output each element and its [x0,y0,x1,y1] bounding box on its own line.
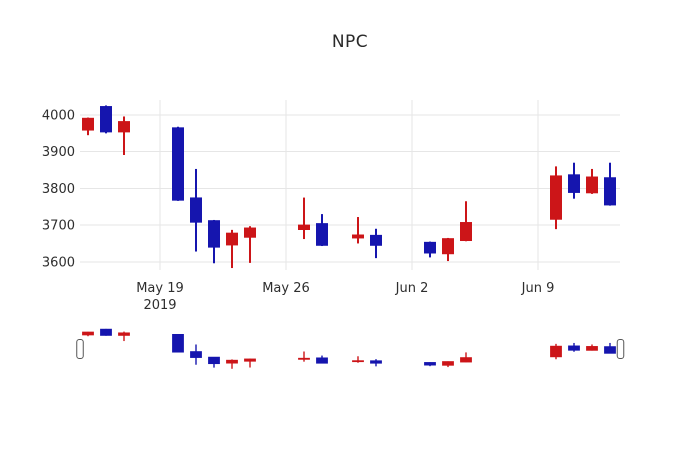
range-slider-candle [424,362,436,367]
range-slider-candle-body [424,362,436,366]
x-tick-label: May 19 [136,281,184,296]
candle[interactable] [460,201,472,242]
range-slider-candle [352,356,364,363]
candle-body [370,234,382,246]
range-slider-candle-body [208,356,220,365]
range-slider-candle-body [82,331,94,336]
candle[interactable] [190,168,202,252]
range-slider-candle-body [568,345,580,351]
range-slider-candle [226,359,238,369]
candle[interactable] [316,214,328,247]
candle-body [208,220,220,248]
candle[interactable] [370,228,382,259]
candle-body [100,106,112,133]
range-slider-candle-body [226,359,238,364]
candle-body [82,117,94,131]
range-slider-candle-body [460,357,472,363]
range-slider-candle [316,355,328,364]
candle-body [118,121,130,133]
candle-body [298,224,310,231]
range-slider-candle [460,352,472,363]
candle-body [424,241,436,254]
range-slider-candle-body [352,360,364,363]
range-slider-candle [586,344,598,351]
x-tick-label: Jun 9 [521,281,555,296]
range-slider-candle-body [586,346,598,351]
range-slider-candle [298,351,310,362]
range-slider-candle-body [118,332,130,336]
candle[interactable] [604,162,616,206]
range-slider-candle [208,356,220,368]
range-slider-candle-body [172,333,184,353]
candle-body [352,234,364,239]
x-tick-sublabel: 2019 [143,298,176,313]
range-slider-right-handle[interactable] [616,339,625,359]
chart-title: NPC [331,32,369,52]
candle[interactable] [442,237,454,262]
y-tick-label: 3800 [42,182,75,197]
candle-body [460,222,472,242]
candle-body [550,175,562,220]
candle-body [190,197,202,223]
candle[interactable] [550,166,562,230]
candle[interactable] [82,117,94,136]
candle[interactable] [244,226,256,263]
candle-body [244,227,256,238]
candle-body [226,232,238,246]
candle[interactable] [226,229,238,269]
axis-labels: 3600 3700 3800 3900 4000 May 19 2019 May 26 Jun … [42,109,554,314]
candle-body [172,127,184,201]
candle[interactable] [208,219,220,264]
candle-body [604,177,616,206]
range-slider-candle-body [604,346,616,354]
candle[interactable] [424,241,436,258]
candle-body [586,176,598,194]
range-slider-candle [568,342,580,352]
range-slider-candle-body [442,361,454,366]
candle[interactable] [298,197,310,240]
range-slider-candle-body [550,345,562,358]
range-slider-candle [244,358,256,368]
candle[interactable] [172,126,184,201]
y-tick-label: 4000 [42,109,75,124]
range-slider-candle-body [298,357,310,360]
x-tick-label: May 26 [262,281,310,296]
range-slider-candle [100,328,112,336]
range-slider-candle-body [190,351,202,358]
range-slider-candle [370,359,382,367]
range-slider-candle [82,331,94,337]
candles-layer [82,105,616,269]
range-slider-candle [190,344,202,365]
candle-body [442,238,454,255]
candle-body [316,223,328,246]
range-slider-track[interactable] [80,329,620,369]
range-slider-candle [604,342,616,354]
range-slider-candle-body [316,357,328,364]
range-slider-candle-body [370,360,382,364]
candle[interactable] [118,116,130,156]
candle[interactable] [586,168,598,194]
range-slider-left-handle[interactable] [76,339,84,359]
y-tick-label: 3900 [42,145,75,160]
range-slider-candle [118,331,130,342]
y-tick-label: 3700 [42,219,75,234]
y-tick-label: 3600 [42,255,75,270]
range-slider-candle-body [244,358,256,362]
range-slider [76,328,625,369]
range-slider-candle [550,343,562,360]
x-tick-label: Jun 2 [395,281,429,296]
candle[interactable] [352,217,364,244]
grid [80,100,620,270]
range-slider-candle [442,361,454,368]
range-slider-candle [172,333,184,353]
plot-area[interactable] [80,100,620,270]
candle-body [568,174,580,193]
range-slider-candle-body [100,328,112,336]
candle[interactable] [568,162,580,199]
candle[interactable] [100,105,112,134]
